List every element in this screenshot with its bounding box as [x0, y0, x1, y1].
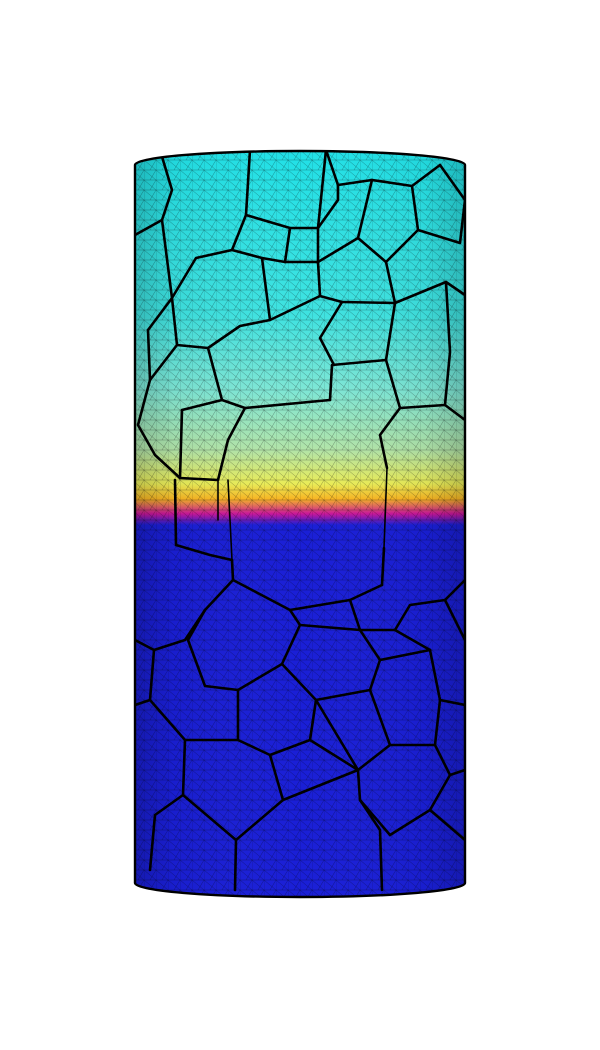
- top-rim: [133, 149, 467, 166]
- cylinder-outline: [133, 149, 467, 899]
- cylinder-body: [135, 151, 465, 897]
- grain-boundaries: [135, 151, 465, 892]
- bottom-rim: [133, 882, 467, 899]
- cylinder-shading: [135, 151, 465, 897]
